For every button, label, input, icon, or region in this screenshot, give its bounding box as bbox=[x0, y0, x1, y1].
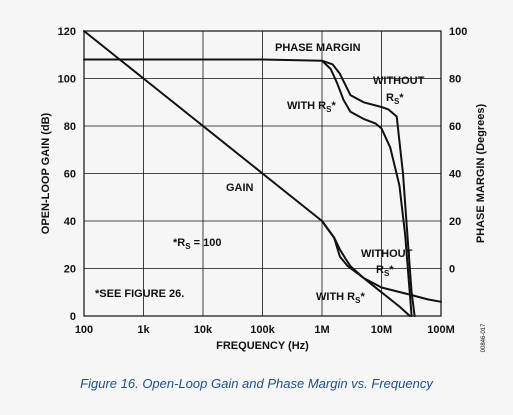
annotation-rs-value: *RS = 100 bbox=[173, 237, 221, 251]
x-tick-label: 1k bbox=[137, 324, 150, 336]
x-tick-label: 100k bbox=[250, 324, 275, 336]
y-right-tick-label: 0 bbox=[449, 264, 455, 276]
x-tick-label: 100 bbox=[75, 324, 93, 336]
annotation-phase-with-rs: WITH RS* bbox=[287, 100, 336, 114]
y-right-tick-label: 80 bbox=[449, 74, 461, 86]
x-tick-label: 100M bbox=[427, 324, 455, 336]
y-right-tick-label: 60 bbox=[449, 121, 461, 133]
x-tick-label: 10k bbox=[194, 324, 213, 336]
phase-margin-with-rs-line bbox=[321, 59, 413, 317]
x-tick-label: 1M bbox=[314, 324, 329, 336]
y-right-tick-label: 40 bbox=[449, 169, 461, 181]
annotation-phase-without-rs: RS* bbox=[386, 92, 404, 106]
annotation-phase-without: WITHOUT bbox=[373, 75, 425, 87]
annotation-gain-without: WITHOUT bbox=[361, 248, 413, 260]
chart: 100 1k 10k 100k 1M 10M 100M 0 20 40 60 80 100 120 0 20 4… bbox=[40, 26, 487, 352]
chart-annotations: PHASE MARGIN WITHOUT RS* WITH RS* GAIN *RS = … bbox=[95, 42, 425, 305]
y-axis-right-title: PHASE MARGIN (Degrees) bbox=[475, 103, 487, 243]
annotation-gain: GAIN bbox=[226, 182, 254, 194]
annotation-gain-without-rs: RS* bbox=[376, 264, 394, 278]
annotation-see-figure: *SEE FIGURE 26. bbox=[95, 288, 184, 300]
plot-frame bbox=[83, 30, 442, 317]
annotation-phase-margin: PHASE MARGIN bbox=[275, 42, 361, 54]
y-left-tick-label: 120 bbox=[58, 26, 76, 38]
y-left-tick-label: 20 bbox=[64, 264, 76, 276]
figure-caption: Figure 16. Open-Loop Gain and Phase Marg… bbox=[80, 376, 433, 391]
chart-series bbox=[83, 30, 442, 317]
y-left-tick-label: 0 bbox=[70, 311, 76, 323]
x-axis-title: FREQUENCY (Hz) bbox=[216, 340, 309, 352]
y-left-tick-label: 40 bbox=[64, 216, 76, 228]
gain-without-rs-line bbox=[83, 30, 411, 317]
gain-with-rs-line bbox=[321, 220, 442, 303]
y-left-tick-label: 60 bbox=[64, 169, 76, 181]
annotation-gain-with-rs: WITH RS* bbox=[316, 291, 365, 305]
y-right-tick-label: 20 bbox=[449, 216, 461, 228]
y-axis-left-title: OPEN-LOOP GAIN (dB) bbox=[40, 112, 52, 234]
x-tick-label: 10M bbox=[371, 324, 392, 336]
document-id: 00846-017 bbox=[481, 323, 487, 352]
phase-margin-without-rs-line bbox=[83, 58, 416, 317]
y-right-tick-label: 100 bbox=[449, 26, 467, 38]
y-left-tick-label: 100 bbox=[58, 74, 76, 86]
tick-labels: 100 1k 10k 100k 1M 10M 100M 0 20 40 60 80 100 120 0 20 4… bbox=[58, 26, 468, 336]
y-left-tick-label: 80 bbox=[64, 121, 76, 133]
